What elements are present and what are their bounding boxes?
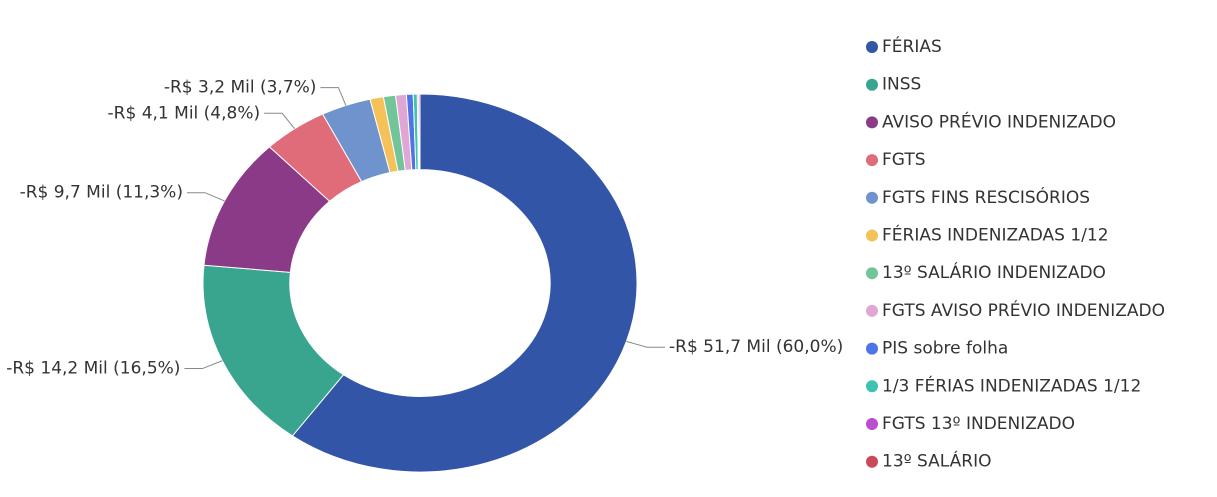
legend-label: INSS xyxy=(882,75,921,95)
slice xyxy=(291,93,638,473)
legend-marker xyxy=(866,455,878,468)
legend-label: FGTS xyxy=(882,150,926,170)
legend-marker xyxy=(866,342,878,355)
leader-line xyxy=(186,192,225,202)
data-label: -R$ 3,2 Mil (3,7%) xyxy=(164,78,317,98)
legend-marker xyxy=(866,78,878,91)
legend-marker xyxy=(866,229,878,242)
legend-label: FGTS 13º INDENIZADO xyxy=(882,414,1075,434)
legend-label: 13º SALÁRIO INDENIZADO xyxy=(882,261,1106,283)
legend-label: FGTS FINS RESCISÓRIOS xyxy=(882,186,1090,208)
data-label: -R$ 14,2 Mil (16,5%) xyxy=(6,359,180,379)
leader-line xyxy=(626,340,666,348)
legend-marker xyxy=(866,304,878,317)
data-label: -R$ 51,7 Mil (60,0%) xyxy=(669,337,843,357)
legend-label: 13º SALÁRIO xyxy=(882,450,991,472)
data-label: -R$ 9,7 Mil (11,3%) xyxy=(20,183,183,203)
legend-label: FGTS AVISO PRÉVIO INDENIZADO xyxy=(882,299,1165,321)
legend-marker xyxy=(866,418,878,430)
legend-marker xyxy=(866,116,878,129)
slice xyxy=(418,93,421,171)
legend-marker xyxy=(866,267,878,280)
legend-label: FÉRIAS xyxy=(882,35,942,57)
leader-line xyxy=(264,112,296,130)
legend-marker xyxy=(866,191,878,204)
legend-label: 1/3 FÉRIAS INDENIZADAS 1/12 xyxy=(882,374,1141,396)
data-label: -R$ 4,1 Mil (4,8%) xyxy=(108,103,261,123)
legend-marker xyxy=(866,380,878,393)
legend-label: FÉRIAS INDENIZADAS 1/12 xyxy=(882,224,1109,246)
legend-marker xyxy=(866,154,878,167)
legend-label: AVISO PRÉVIO INDENIZADO xyxy=(882,110,1116,132)
legend-marker xyxy=(866,41,878,53)
leader-line xyxy=(184,360,223,370)
leader-line xyxy=(320,87,347,106)
legend-label: PIS sobre folha xyxy=(882,339,1008,359)
